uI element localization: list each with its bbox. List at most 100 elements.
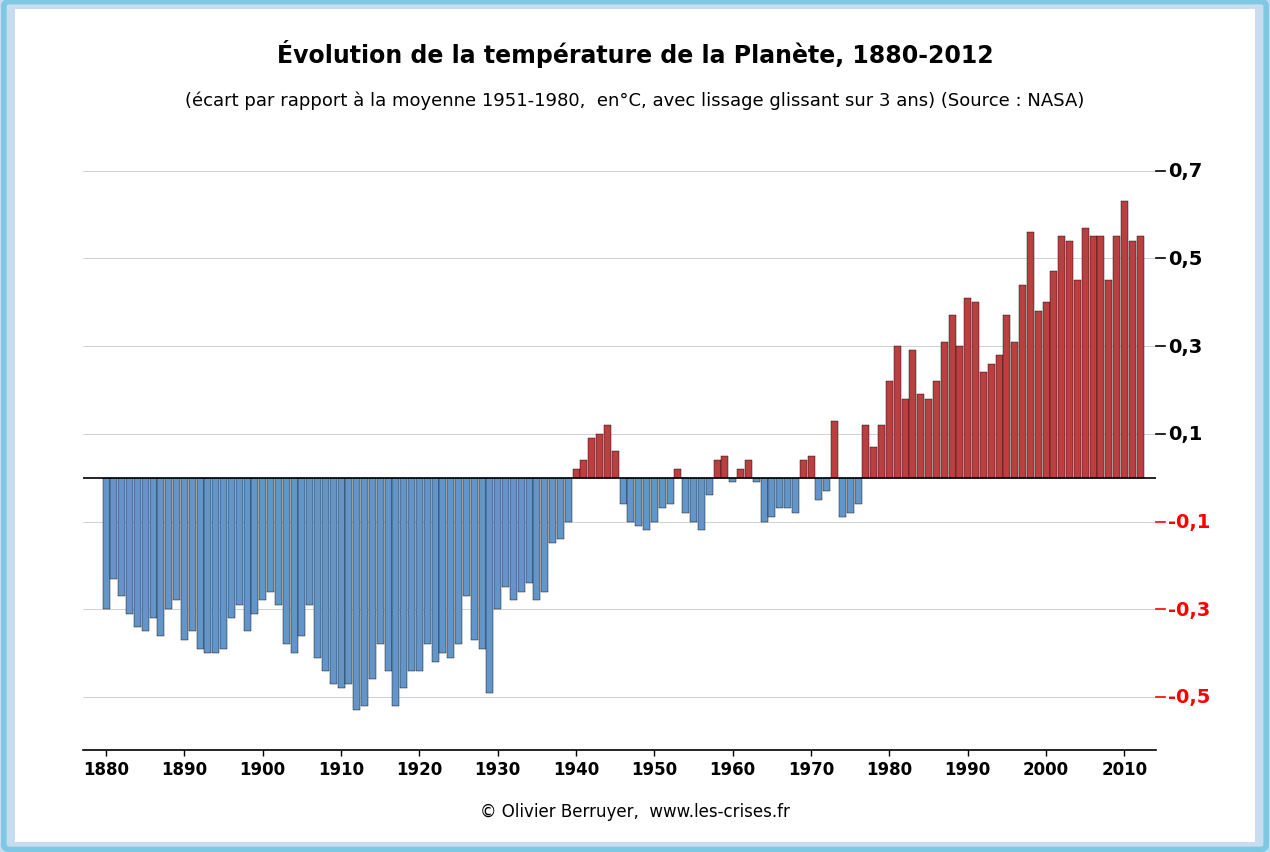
Bar: [1035, 312, 1041, 478]
Bar: [259, 478, 267, 601]
Bar: [133, 478, 141, 627]
Bar: [204, 478, 211, 653]
Text: © Olivier Berruyer,  www.les-crises.fr: © Olivier Berruyer, www.les-crises.fr: [480, 802, 790, 820]
Bar: [330, 478, 337, 684]
Bar: [361, 478, 368, 706]
Bar: [627, 478, 635, 522]
Bar: [165, 478, 173, 609]
Bar: [462, 478, 470, 596]
Bar: [408, 478, 415, 671]
Bar: [996, 355, 1002, 478]
Bar: [761, 478, 767, 522]
Bar: [518, 478, 525, 592]
Bar: [345, 478, 352, 684]
Bar: [1066, 241, 1073, 478]
Bar: [103, 478, 109, 609]
Bar: [580, 461, 588, 478]
Bar: [1043, 302, 1049, 478]
Bar: [815, 478, 823, 500]
Bar: [321, 478, 329, 671]
Bar: [635, 478, 643, 527]
Bar: [620, 478, 626, 504]
Text: 0,1: 0,1: [1168, 425, 1203, 444]
Bar: [1105, 281, 1113, 478]
Bar: [988, 364, 994, 478]
Bar: [1097, 237, 1105, 478]
Bar: [1129, 241, 1135, 478]
Bar: [925, 400, 932, 478]
Bar: [283, 478, 290, 645]
Bar: [596, 435, 603, 478]
Bar: [1019, 285, 1026, 478]
Bar: [1027, 233, 1034, 478]
Bar: [368, 478, 376, 680]
Bar: [667, 478, 673, 504]
Bar: [212, 478, 220, 653]
Bar: [142, 478, 149, 631]
Bar: [424, 478, 431, 645]
Bar: [855, 478, 861, 504]
Bar: [714, 461, 720, 478]
Bar: [400, 478, 408, 688]
Bar: [972, 302, 979, 478]
Bar: [338, 478, 344, 688]
Text: 0,5: 0,5: [1168, 250, 1203, 268]
Bar: [870, 447, 878, 478]
Bar: [878, 425, 885, 478]
Bar: [776, 478, 784, 509]
Bar: [729, 478, 737, 482]
Bar: [432, 478, 438, 662]
Bar: [439, 478, 446, 653]
Bar: [768, 478, 776, 517]
Bar: [392, 478, 399, 706]
Bar: [291, 478, 297, 653]
Bar: [1003, 316, 1011, 478]
Bar: [573, 469, 579, 478]
Bar: [917, 394, 925, 478]
Bar: [509, 478, 517, 601]
Bar: [180, 478, 188, 640]
Bar: [353, 478, 361, 711]
Text: Évolution de la température de la Planète, 1880-2012: Évolution de la température de la Planèt…: [277, 40, 993, 67]
Bar: [1074, 281, 1081, 478]
Bar: [227, 478, 235, 619]
Text: -0,5: -0,5: [1168, 688, 1210, 706]
Bar: [415, 478, 423, 671]
Bar: [533, 478, 541, 601]
Bar: [1090, 237, 1096, 478]
Bar: [197, 478, 203, 649]
Bar: [792, 478, 799, 513]
Bar: [588, 439, 596, 478]
Text: (écart par rapport à la moyenne 1951-1980,  en°C, avec lissage glissant sur 3 an: (écart par rapport à la moyenne 1951-198…: [185, 91, 1085, 110]
Bar: [1082, 228, 1088, 478]
Bar: [949, 316, 955, 478]
Text: 0,7: 0,7: [1168, 162, 1203, 181]
Bar: [650, 478, 658, 522]
Bar: [1011, 343, 1019, 478]
Bar: [306, 478, 314, 605]
Bar: [894, 347, 900, 478]
Bar: [886, 382, 893, 478]
Bar: [909, 351, 917, 478]
Bar: [541, 478, 549, 592]
Bar: [902, 400, 908, 478]
Bar: [110, 478, 117, 579]
Bar: [784, 478, 791, 509]
Bar: [173, 478, 180, 601]
Bar: [150, 478, 156, 619]
Bar: [471, 478, 478, 640]
Bar: [823, 478, 831, 492]
Bar: [682, 478, 690, 513]
Bar: [314, 478, 321, 658]
Bar: [385, 478, 391, 671]
Bar: [494, 478, 502, 609]
Bar: [753, 478, 759, 482]
Bar: [479, 478, 485, 649]
Bar: [847, 478, 853, 513]
Bar: [690, 478, 697, 522]
Bar: [502, 478, 509, 588]
Text: 0,3: 0,3: [1168, 337, 1203, 356]
Bar: [267, 478, 274, 592]
Bar: [1121, 202, 1128, 478]
Bar: [455, 478, 462, 645]
